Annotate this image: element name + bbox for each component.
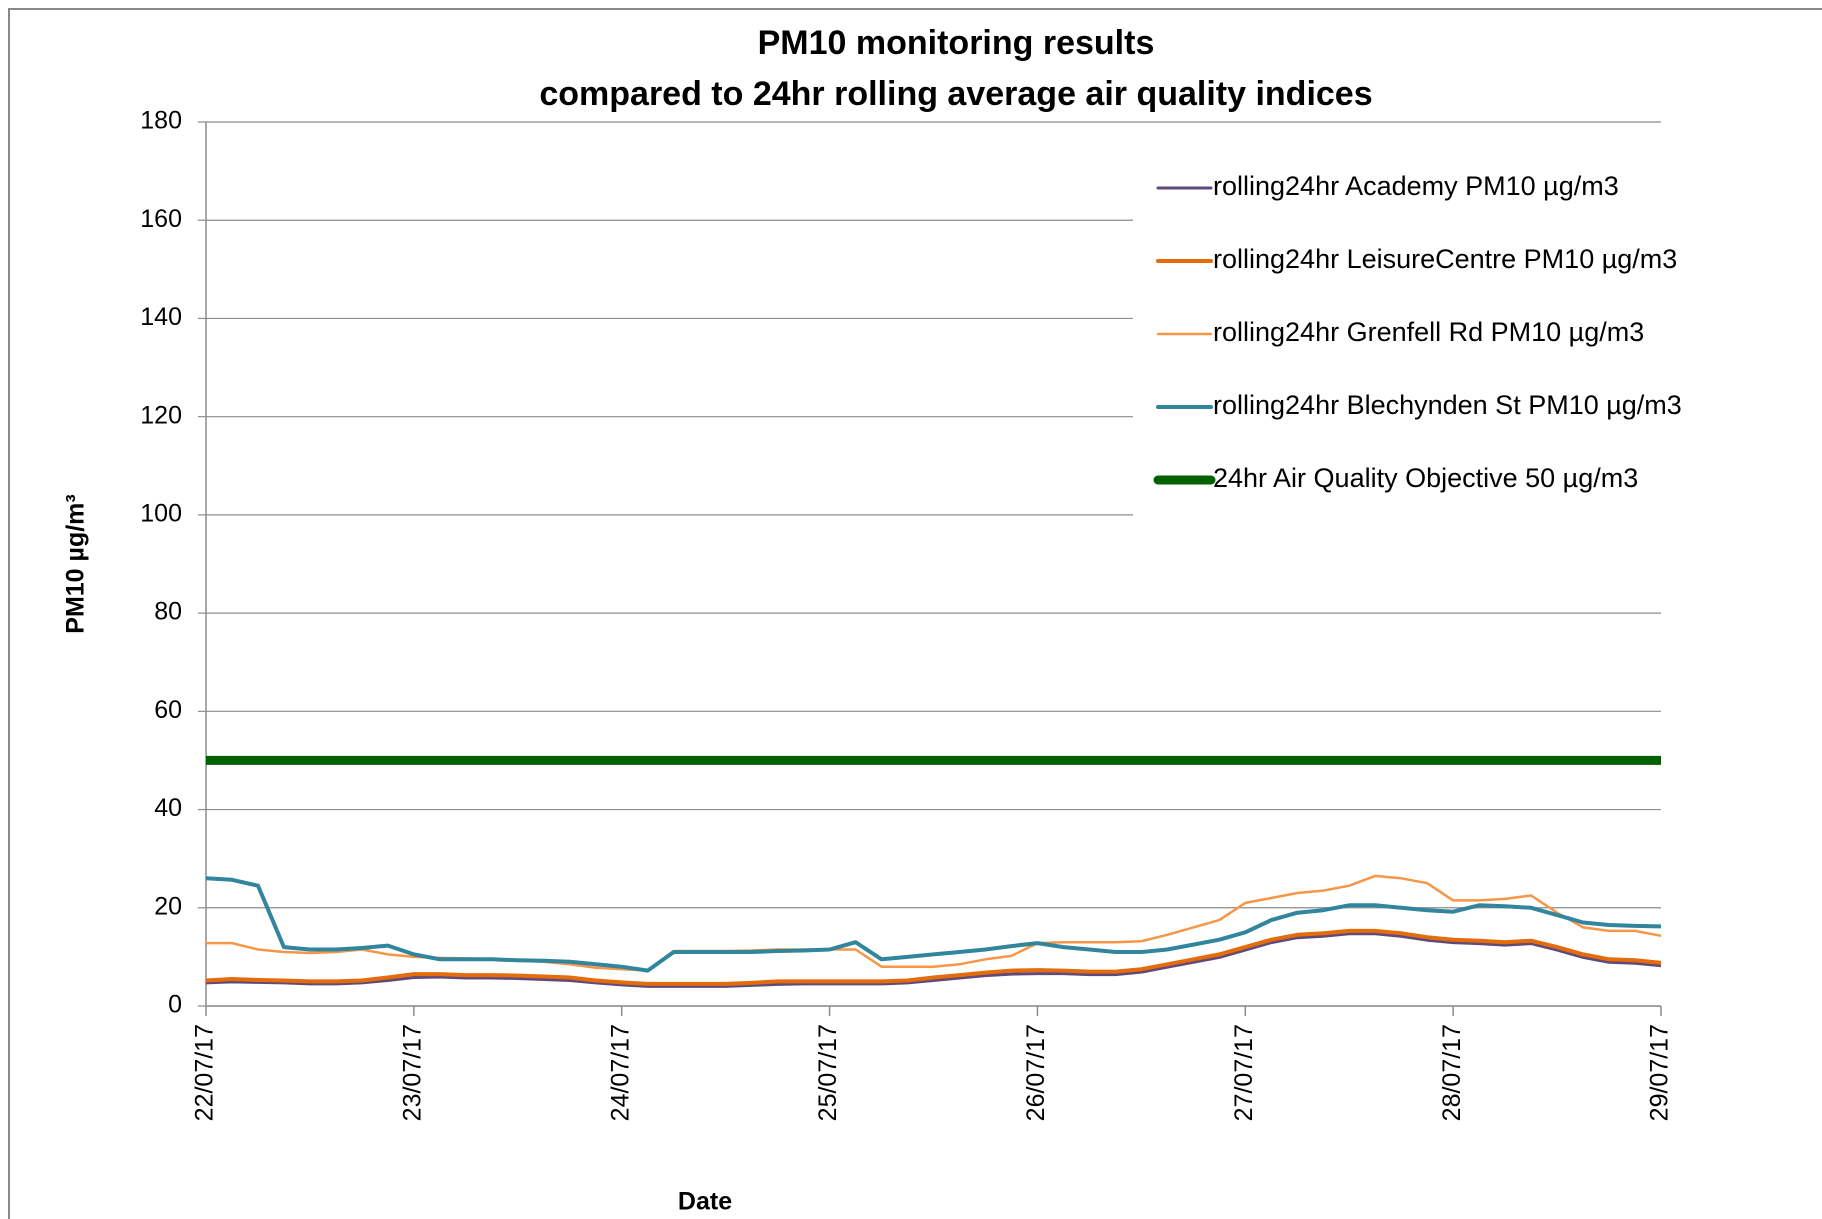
legend-label: rolling24hr Grenfell Rd PM10 µg/m3: [1213, 317, 1644, 347]
y-tick-label: 40: [154, 794, 182, 822]
y-axis-label: PM10 µg/m³: [62, 494, 90, 633]
y-tick-label: 20: [154, 892, 182, 920]
series-line: [205, 928, 1662, 986]
x-axis-label: Date: [678, 1188, 732, 1216]
y-tick-label: 120: [140, 401, 182, 429]
x-tick-label: 27/07/17: [1230, 1024, 1258, 1121]
y-tick-label: 100: [140, 499, 182, 527]
legend-label: rolling24hr Academy PM10 µg/m3: [1213, 171, 1619, 201]
y-tick-label: 180: [140, 107, 182, 135]
y-tick-label: 140: [140, 303, 182, 331]
x-tick-label: 25/07/17: [814, 1024, 842, 1121]
y-tick-label: 160: [140, 205, 182, 233]
chart-frame: [8, 8, 1822, 1219]
x-tick-label: 28/07/17: [1438, 1024, 1466, 1121]
chart-title: PM10 monitoring results: [758, 24, 1155, 62]
y-tick-label: 0: [168, 991, 182, 1019]
x-tick-label: 23/07/17: [398, 1024, 426, 1121]
x-tick-label: 22/07/17: [191, 1024, 219, 1121]
y-tick-label: 60: [154, 696, 182, 724]
legend-label: rolling24hr LeisureCentre PM10 µg/m3: [1213, 244, 1677, 274]
chart-title: compared to 24hr rolling average air qua…: [539, 75, 1372, 113]
series-line: [205, 932, 1662, 988]
x-tick-label: 24/07/17: [606, 1024, 634, 1121]
x-tick-label: 29/07/17: [1646, 1024, 1674, 1121]
x-tick-label: 26/07/17: [1022, 1024, 1050, 1121]
y-tick-label: 80: [154, 598, 182, 626]
legend-box: [1133, 156, 1801, 526]
legend-label: rolling24hr Blechynden St PM10 µg/m3: [1213, 390, 1682, 420]
series-line: [205, 876, 1662, 973]
legend-label: 24hr Air Quality Objective 50 µg/m3: [1213, 463, 1638, 493]
